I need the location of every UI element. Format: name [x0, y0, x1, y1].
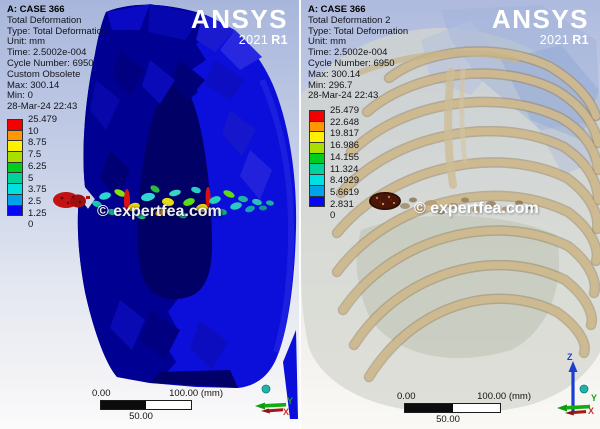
anno-line: Type: Total Deformation [308, 25, 409, 37]
legend-color-bar [7, 119, 23, 217]
triad-x-label: X [283, 407, 289, 417]
anno-line: 28-Mar-24 22:43 [308, 90, 379, 102]
anno-line: Min: 0 [7, 90, 33, 102]
scale-mid: 50.00 [129, 411, 153, 422]
legend-label: 25.479 [330, 105, 360, 116]
scale-ruler-left: 0.00 100.00 (mm) 50.00 [92, 388, 223, 422]
scale-bar [404, 403, 501, 413]
ribcage-geometry[interactable] [331, 46, 600, 383]
legend-label: 16.986 [330, 140, 360, 152]
anno-line: Unit: mm [7, 36, 45, 48]
triad-y-label: Y [591, 393, 597, 403]
scale-bar [100, 400, 192, 410]
right-scene-ribcage[interactable] [301, 0, 600, 429]
anno-line: Max: 300.14 [308, 68, 361, 80]
legend-label: 19.817 [330, 128, 360, 140]
anno-line: Min: 296.7 [308, 79, 353, 91]
deformation-debris-band [92, 185, 274, 220]
orientation-triad-right[interactable]: Z Y X [551, 351, 597, 425]
anno-line: Cycle Number: 6950 [308, 57, 395, 69]
anno-line: Cycle Number: 6950 [7, 57, 94, 69]
legend-label: 10 [28, 125, 39, 137]
ansys-logo-text: ANSYS [190, 4, 288, 34]
legend-label: 25.479 [28, 114, 58, 125]
watermark: © expertfea.com [97, 203, 222, 220]
viewport-total-deformation-2[interactable]: A: CASE 366 Total Deformation 2 Type: To… [301, 0, 600, 429]
result-annotation-left: A: CASE 366 Total Deformation Type: Tota… [7, 4, 108, 113]
legend-label: 6.25 [28, 160, 47, 172]
analysis-title: A: CASE 366 [308, 4, 366, 15]
legend-label: 5 [28, 172, 34, 184]
anno-line: Max: 300.14 [7, 79, 60, 91]
ansys-logo: ANSYS 2021 R1 [191, 6, 288, 47]
legend-label: 5.6619 [330, 186, 360, 198]
anno-line: Time: 2.5002e-004 [7, 47, 87, 59]
legend-cell [7, 204, 23, 217]
watermark: © expertfea.com [414, 200, 539, 217]
scale-max: 100.00 (mm) [169, 388, 223, 399]
legend-label: 7.5 [28, 149, 42, 161]
viewport-total-deformation[interactable]: A: CASE 366 Total Deformation Type: Tota… [0, 0, 299, 429]
anno-line: Type: Total Deformation [7, 25, 108, 37]
legend-cell [309, 195, 325, 208]
legend-labels: 25.479 10 8.75 7.5 6.25 5 3.75 2.5 1.25 … [28, 114, 80, 231]
triad-x-label: X [588, 406, 594, 416]
triad-y-label: Y [287, 396, 293, 406]
ansys-logo-text: ANSYS [491, 4, 589, 34]
bullet-left[interactable] [53, 192, 90, 208]
bone-fragment-trail [400, 197, 534, 215]
torso-cross-section-geometry[interactable] [77, 4, 298, 419]
legend-label: 11.324 [330, 163, 359, 175]
anno-line: Unit: mm [308, 36, 346, 48]
anno-line: Custom Obsolete [7, 68, 81, 80]
result-annotation-right: A: CASE 366 Total Deformation 2 Type: To… [308, 4, 409, 102]
legend-label: 2.831 [330, 198, 354, 210]
legend-label: 0 [28, 219, 34, 231]
scale-mid: 50.00 [436, 414, 460, 425]
legend-label: 22.648 [330, 116, 360, 128]
bullet-right[interactable] [369, 192, 401, 210]
legend-label: 14.155 [330, 151, 360, 163]
ansys-logo: ANSYS 2021 R1 [492, 6, 589, 47]
triad-z-label: Z [567, 352, 573, 362]
anno-line: Total Deformation [7, 14, 82, 26]
scale-min: 0.00 [397, 391, 416, 402]
legend-label: 2.5 [28, 195, 42, 207]
left-scene-torso-cross-section[interactable] [0, 0, 299, 429]
viewport-divider [299, 0, 301, 429]
legend-label: 8.75 [28, 137, 47, 149]
anno-line: Time: 2.5002e-004 [308, 47, 388, 59]
analysis-title: A: CASE 366 [7, 4, 65, 15]
ansys-version: 2021 R1 [238, 33, 288, 47]
legend-label: 8.4929 [330, 175, 360, 187]
anno-line: 28-Mar-24 22:43 [7, 101, 78, 113]
scale-ruler-right: 0.00 100.00 (mm) 50.00 [397, 391, 531, 425]
legend-label: 1.25 [28, 207, 47, 219]
scale-min: 0.00 [92, 388, 111, 399]
ansys-version: 2021 R1 [539, 33, 589, 47]
anno-line: Total Deformation 2 [308, 14, 391, 26]
legend-label: 0 [330, 210, 336, 222]
orientation-triad-left[interactable]: Y X [249, 374, 297, 422]
scale-max: 100.00 (mm) [477, 391, 531, 402]
legend-color-bar [309, 110, 325, 208]
legend-labels: 25.479 22.648 19.817 16.986 14.155 11.32… [330, 105, 382, 222]
legend-label: 3.75 [28, 184, 47, 196]
